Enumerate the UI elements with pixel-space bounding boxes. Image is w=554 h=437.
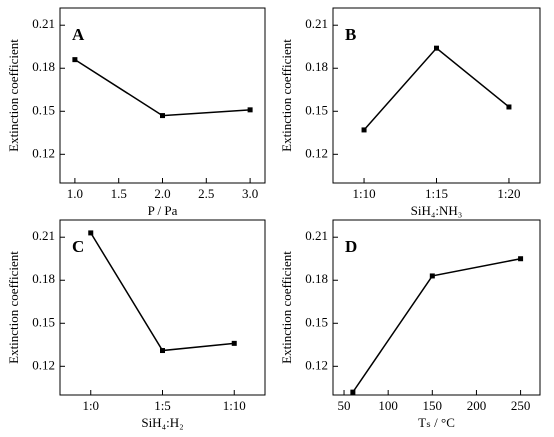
x-tick-label: 1:20 — [497, 186, 520, 201]
plot-frame — [59, 219, 266, 396]
x-tick-label: 1:5 — [154, 398, 171, 413]
data-point — [231, 340, 237, 346]
data-point — [518, 256, 524, 262]
panel-label: B — [345, 25, 356, 44]
x-tick-label: 2.5 — [198, 186, 214, 201]
data-line — [90, 232, 235, 352]
y-axis-label: Extinction coefficient — [279, 39, 294, 152]
y-tick-label: 0.21 — [305, 228, 328, 243]
x-axis-label: SiH₄:H₂ — [141, 415, 183, 430]
plot-frame — [59, 7, 266, 184]
data-point — [506, 104, 512, 110]
data-point — [434, 45, 439, 51]
panel-label: A — [72, 25, 85, 44]
data-point — [88, 230, 94, 236]
plot-frame — [332, 7, 541, 184]
data-line — [352, 257, 521, 393]
y-axis-label: Extinction coefficient — [6, 39, 21, 152]
data-point — [72, 57, 78, 63]
y-tick-label: 0.12 — [32, 357, 55, 372]
x-tick-label: 100 — [378, 398, 398, 413]
panel-label: D — [345, 237, 357, 256]
x-tick-label: 2.0 — [154, 186, 170, 201]
y-tick-label: 0.15 — [305, 102, 328, 117]
data-point — [160, 113, 165, 119]
y-axis-label: Extinction coefficient — [279, 251, 294, 364]
x-axis-label: SiH₄:NH₃ — [411, 203, 463, 218]
data-point — [350, 389, 356, 395]
y-tick-label: 0.21 — [305, 16, 328, 31]
y-tick-label: 0.15 — [32, 314, 55, 329]
x-tick-label: 1:15 — [425, 186, 448, 201]
y-tick-label: 0.12 — [32, 145, 55, 160]
y-tick-label: 0.12 — [305, 145, 328, 160]
data-point — [429, 273, 435, 279]
y-tick-label: 0.21 — [32, 16, 55, 31]
y-tick-label: 0.21 — [32, 228, 55, 243]
data-line — [363, 47, 510, 131]
x-tick-label: 1:10 — [352, 186, 375, 201]
y-tick-label: 0.15 — [32, 102, 55, 117]
x-tick-label: 3.0 — [242, 186, 258, 201]
x-tick-label: 200 — [467, 398, 487, 413]
data-point — [361, 127, 367, 133]
y-tick-label: 0.12 — [305, 357, 328, 372]
x-tick-label: 50 — [338, 398, 351, 413]
data-point — [160, 348, 165, 354]
x-tick-label: 1.0 — [67, 186, 83, 201]
plot-frame — [332, 219, 541, 396]
y-tick-label: 0.18 — [32, 271, 55, 286]
data-point — [247, 107, 253, 113]
y-tick-label: 0.15 — [305, 314, 328, 329]
x-tick-label: 1:0 — [82, 398, 99, 413]
x-tick-label: 150 — [423, 398, 443, 413]
x-tick-label: 250 — [511, 398, 531, 413]
y-tick-label: 0.18 — [305, 271, 328, 286]
x-tick-label: 1:10 — [223, 398, 246, 413]
y-axis-label: Extinction coefficient — [6, 251, 21, 364]
y-tick-label: 0.18 — [32, 59, 55, 74]
x-axis-label: Tₛ / °C — [418, 415, 455, 430]
x-axis-label: P / Pa — [148, 203, 178, 218]
y-tick-label: 0.18 — [305, 59, 328, 74]
data-line — [74, 59, 251, 117]
panel-label: C — [72, 237, 84, 256]
x-tick-label: 1.5 — [111, 186, 127, 201]
